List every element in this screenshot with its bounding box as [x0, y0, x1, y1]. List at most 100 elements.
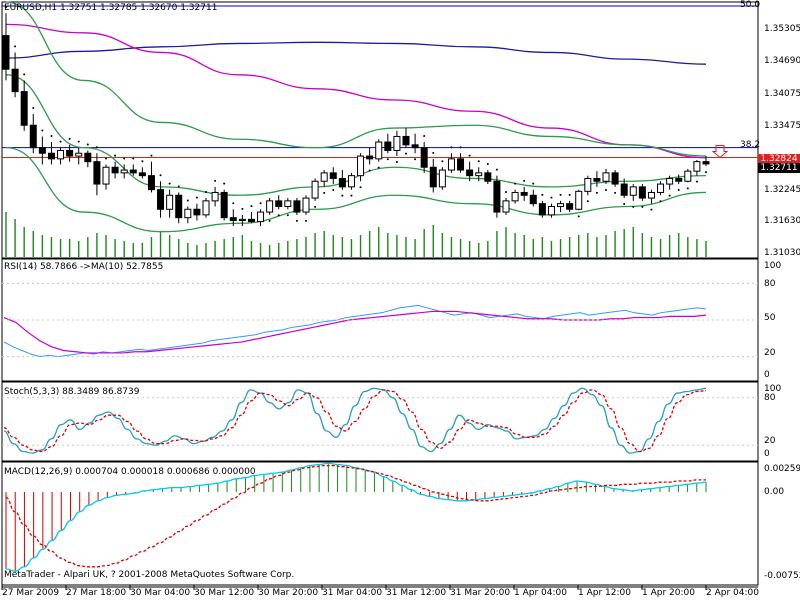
candle-body: [320, 172, 328, 182]
macd-tick: 0.002598: [764, 464, 800, 474]
sar-dot: [495, 168, 498, 171]
candle-body: [184, 208, 192, 219]
candle-body: [157, 189, 165, 210]
candle-body: [102, 166, 110, 185]
sar-dot: [423, 135, 426, 138]
candle-body: [429, 166, 437, 188]
sar-dot: [295, 219, 298, 222]
sar-dot: [350, 194, 353, 197]
rsi-tick: 50: [764, 313, 776, 323]
candle-body: [502, 200, 510, 213]
sar-dot: [595, 191, 598, 194]
candle-body: [193, 208, 201, 216]
candle-body: [584, 177, 592, 192]
stoch-tick: 100: [764, 384, 782, 394]
price-tick: 1.31030: [764, 248, 800, 258]
sar-dot: [523, 179, 526, 182]
price-tick: 1.34690: [764, 56, 800, 66]
candle-body: [147, 175, 155, 191]
candle-body: [538, 203, 546, 216]
candle-body: [29, 124, 37, 149]
rsi-tick: 0: [764, 370, 770, 380]
sar-dot: [486, 163, 489, 166]
candle-body: [384, 141, 392, 151]
candle-body: [257, 211, 265, 223]
price-tick: 1.32245: [764, 185, 800, 195]
candle-body: [302, 197, 310, 213]
sar-dot: [241, 207, 244, 210]
candle-body: [2, 35, 10, 70]
fib-level-label: 38.2: [740, 140, 761, 150]
sar-dot: [95, 146, 98, 149]
stoch-tick: 0: [764, 449, 770, 459]
sar-dot: [450, 146, 453, 149]
candle-body: [375, 141, 383, 160]
stoch-signal-line: [3, 389, 707, 453]
candle-body: [520, 191, 528, 196]
candle-body: [475, 172, 483, 177]
rsi-tick: 20: [764, 348, 776, 358]
macd-pane-frame: [1, 461, 759, 586]
candle-body: [675, 177, 683, 182]
candle-body: [111, 166, 119, 174]
sar-dot: [50, 135, 53, 138]
sar-dot: [505, 191, 507, 194]
candle-body: [529, 194, 537, 205]
candle-body: [311, 180, 319, 199]
last-price-box: 1.32711: [758, 163, 800, 173]
price-tick: 1.34075: [764, 89, 800, 99]
alert-arrow-icon: [711, 145, 729, 159]
candle-body: [657, 183, 665, 193]
stoch-tick: 80: [764, 393, 776, 403]
candle-body: [57, 149, 65, 160]
sar-dot: [259, 202, 262, 205]
price-tick: 1.33475: [764, 121, 800, 131]
sar-dot: [114, 154, 117, 157]
candle-body: [20, 91, 28, 126]
candle-body: [357, 155, 365, 177]
sar-dot: [432, 151, 435, 154]
bid-price-box: 1.32824: [758, 154, 800, 165]
candle-body: [38, 147, 46, 154]
candle-body: [511, 191, 519, 202]
sar-dot: [305, 219, 307, 222]
sar-dot: [77, 140, 80, 143]
sar-dot: [514, 182, 517, 185]
sar-dot: [686, 187, 689, 190]
sar-dot: [550, 196, 553, 199]
sar-dot: [386, 158, 389, 161]
candle-body: [484, 172, 492, 182]
sar-dot: [405, 152, 407, 155]
sar-dot: [232, 202, 235, 205]
candle-body: [557, 203, 565, 207]
price-tick: 1.31630: [764, 216, 800, 226]
sar-dot: [332, 189, 335, 192]
time-tick: 31 Mar 04:00: [322, 588, 383, 598]
candle-body: [466, 169, 474, 177]
sar-dot: [532, 182, 535, 185]
sar-dot: [614, 191, 617, 194]
sar-dot: [14, 45, 17, 48]
sar-dot: [150, 154, 153, 157]
candle-body: [11, 68, 19, 93]
candle-body: [602, 172, 610, 182]
candle-body: [284, 200, 292, 207]
sar-dot: [668, 194, 671, 197]
candle-body: [702, 161, 710, 165]
stoch-pane-frame: [1, 381, 759, 462]
rsi-header: RSI(14) 58.7866 ->MA(10) 52.7855: [4, 262, 164, 272]
candle-body: [366, 155, 374, 160]
sar-dot: [441, 160, 444, 163]
macd-header: MACD(12,26,9) 0.000704 0.000018 0.000686…: [4, 467, 256, 477]
sar-dot: [214, 179, 217, 182]
sar-dot: [41, 129, 44, 132]
sar-dot: [559, 193, 562, 196]
candle-body: [620, 183, 628, 196]
rsi-tick: 100: [764, 261, 782, 271]
macd-tick: -0.007522: [764, 571, 800, 581]
candle-body: [138, 172, 146, 177]
candle-body: [438, 169, 446, 188]
sar-dot: [159, 174, 162, 177]
candle-body: [66, 149, 74, 157]
